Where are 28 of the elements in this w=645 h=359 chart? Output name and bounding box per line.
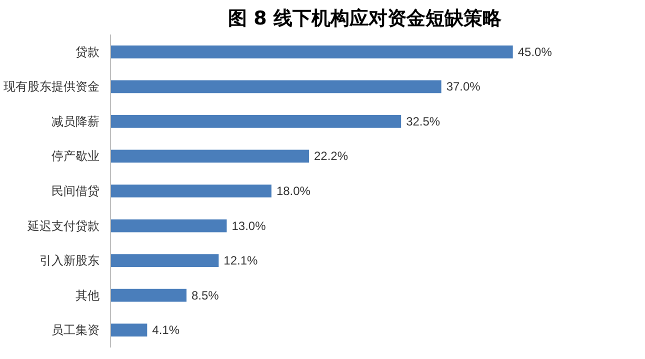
data-label: 22.2% bbox=[314, 149, 348, 164]
bar bbox=[110, 288, 186, 302]
bar bbox=[110, 80, 442, 94]
data-label: 8.5% bbox=[192, 288, 220, 302]
data-label: 32.5% bbox=[406, 114, 440, 128]
y-tick-label: 引入新股东 bbox=[40, 254, 100, 268]
bar bbox=[110, 219, 227, 232]
y-tick-label: 减员降薪 bbox=[52, 114, 100, 128]
bar bbox=[110, 150, 309, 163]
y-tick-label: 现有股东提供资金 bbox=[4, 80, 100, 94]
y-tick-label: 贷款 bbox=[76, 44, 100, 59]
bar bbox=[110, 45, 513, 58]
chart-title: 图 8 线下机构应对资金短缺策略 bbox=[228, 8, 502, 30]
y-tick-label: 员工集资 bbox=[52, 323, 100, 338]
data-label: 13.0% bbox=[232, 218, 266, 233]
y-tick-label: 延迟支付贷款 bbox=[26, 218, 100, 233]
data-label: 37.0% bbox=[446, 80, 481, 94]
data-label: 4.1% bbox=[152, 323, 180, 338]
data-label: 45.0% bbox=[518, 44, 552, 59]
bar bbox=[110, 254, 219, 267]
y-tick-label: 其他 bbox=[76, 288, 100, 302]
data-label: 18.0% bbox=[276, 184, 311, 198]
bar bbox=[110, 324, 148, 337]
data-label: 12.1% bbox=[224, 254, 258, 268]
bar bbox=[110, 115, 402, 128]
y-tick-label: 民间借贷 bbox=[52, 184, 100, 198]
y-tick-label: 停产歇业 bbox=[52, 149, 100, 164]
bar bbox=[110, 184, 272, 198]
